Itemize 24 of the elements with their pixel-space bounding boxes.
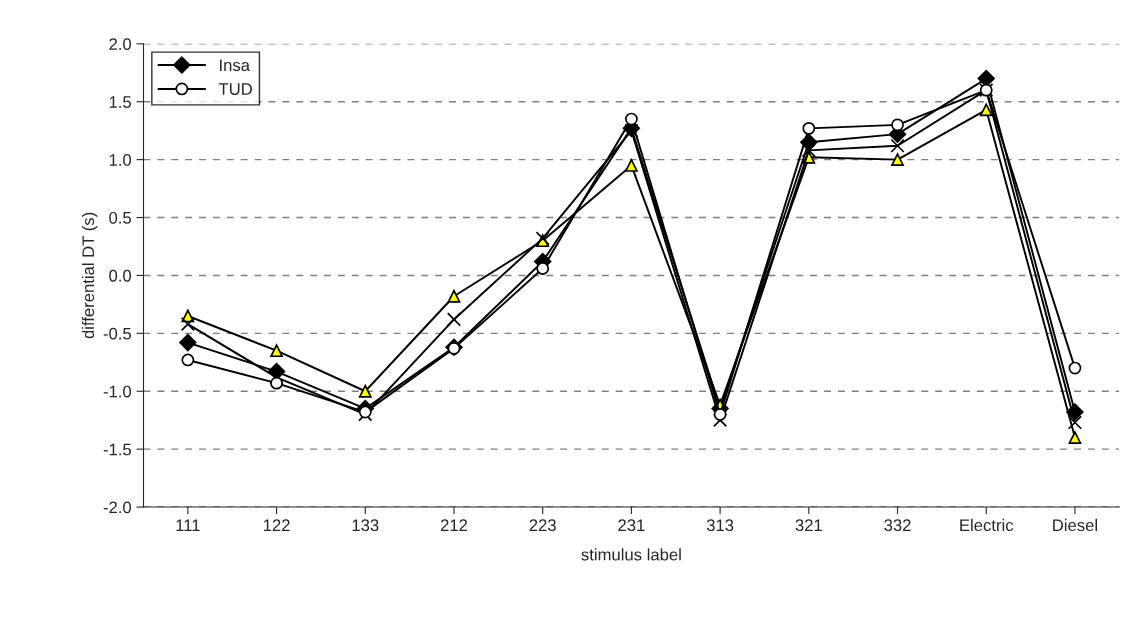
x-tick-label: Diesel xyxy=(1053,518,1097,532)
legend-label: TUD xyxy=(218,83,252,95)
x-tick-label: 133 xyxy=(352,519,379,532)
x-tick-label: 332 xyxy=(884,519,911,532)
x-tick-label: 223 xyxy=(529,519,556,532)
y-tick-label: 2.0 xyxy=(109,38,132,51)
x-tick-label: 212 xyxy=(440,519,468,531)
x-tick-label: 321 xyxy=(795,519,822,532)
y-tick-label: -1.5 xyxy=(103,443,131,456)
y-axis-title: differential DT (s) xyxy=(81,212,98,339)
y-tick-label: 0.5 xyxy=(109,211,131,224)
y-tick-label: 1.0 xyxy=(109,154,132,166)
x-tick-label: 111 xyxy=(176,519,200,531)
x-tick-label: 313 xyxy=(706,519,734,532)
x-axis-title: stimulus label xyxy=(581,548,681,561)
x-tick-label: 231 xyxy=(618,519,645,532)
y-tick-label: -2.0 xyxy=(103,501,132,514)
y-tick-label: 1.5 xyxy=(109,96,131,108)
x-tick-label: Electric xyxy=(960,518,1014,532)
y-tick-label: -0.5 xyxy=(103,327,131,340)
y-tick-label: -1.0 xyxy=(103,385,132,398)
x-tick-label: 122 xyxy=(263,519,290,531)
y-tick-label: 0.0 xyxy=(109,269,132,282)
legend-label: Insa xyxy=(220,59,250,72)
